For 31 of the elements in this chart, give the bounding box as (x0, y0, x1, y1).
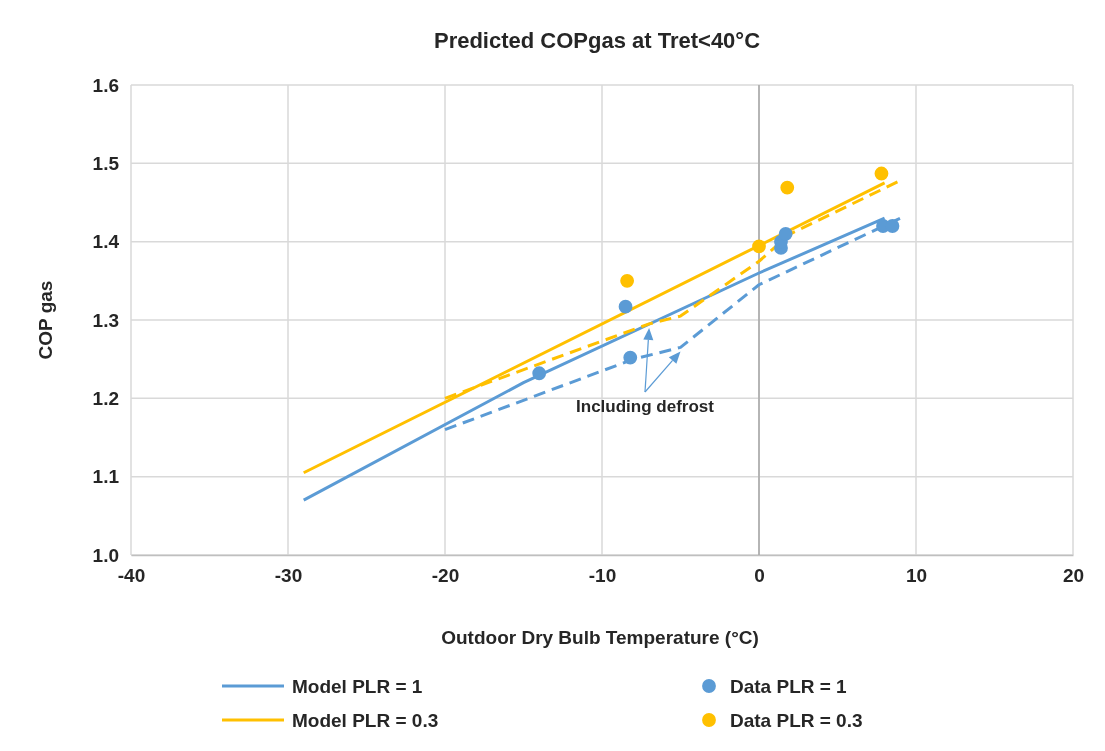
x-tick-label: -20 (431, 565, 460, 587)
x-axis-title: Outdoor Dry Bulb Temperature (°C) (441, 627, 759, 648)
y-tick-label: 1.5 (92, 152, 120, 174)
point (780, 180, 795, 195)
point (618, 299, 633, 314)
legend-label: Model PLR = 1 (292, 676, 423, 697)
point (885, 219, 900, 233)
point (778, 226, 793, 241)
point (874, 166, 889, 181)
x-tick-label: 0 (754, 565, 765, 587)
annotation: Including defrost (576, 397, 715, 416)
y-tick-label: 1.4 (92, 231, 120, 253)
chart-title: Predicted COPgas at Tret<40°C (433, 28, 761, 53)
legend-label: Data PLR = 1 (730, 676, 848, 697)
x-tick-label: -10 (588, 565, 617, 587)
x-tick-label: -30 (274, 565, 303, 587)
point (620, 273, 635, 288)
y-tick-label: 1.6 (92, 74, 119, 96)
x-tick-label: 10 (905, 565, 928, 587)
legend-label: Data PLR = 0.3 (730, 710, 863, 731)
point (532, 366, 547, 381)
legend-label: Model PLR = 0.3 (292, 710, 439, 731)
y-tick-label: 1.3 (92, 309, 119, 331)
y-tick-label: 1.0 (92, 544, 119, 566)
x-tick-label: -40 (117, 565, 146, 587)
x-tick-label: 20 (1062, 565, 1085, 587)
y-tick-label: 1.2 (92, 387, 119, 409)
y-axis-title: COP gas (35, 280, 56, 360)
point (623, 350, 638, 365)
point (752, 239, 766, 254)
y-tick-label: 1.1 (92, 466, 120, 488)
